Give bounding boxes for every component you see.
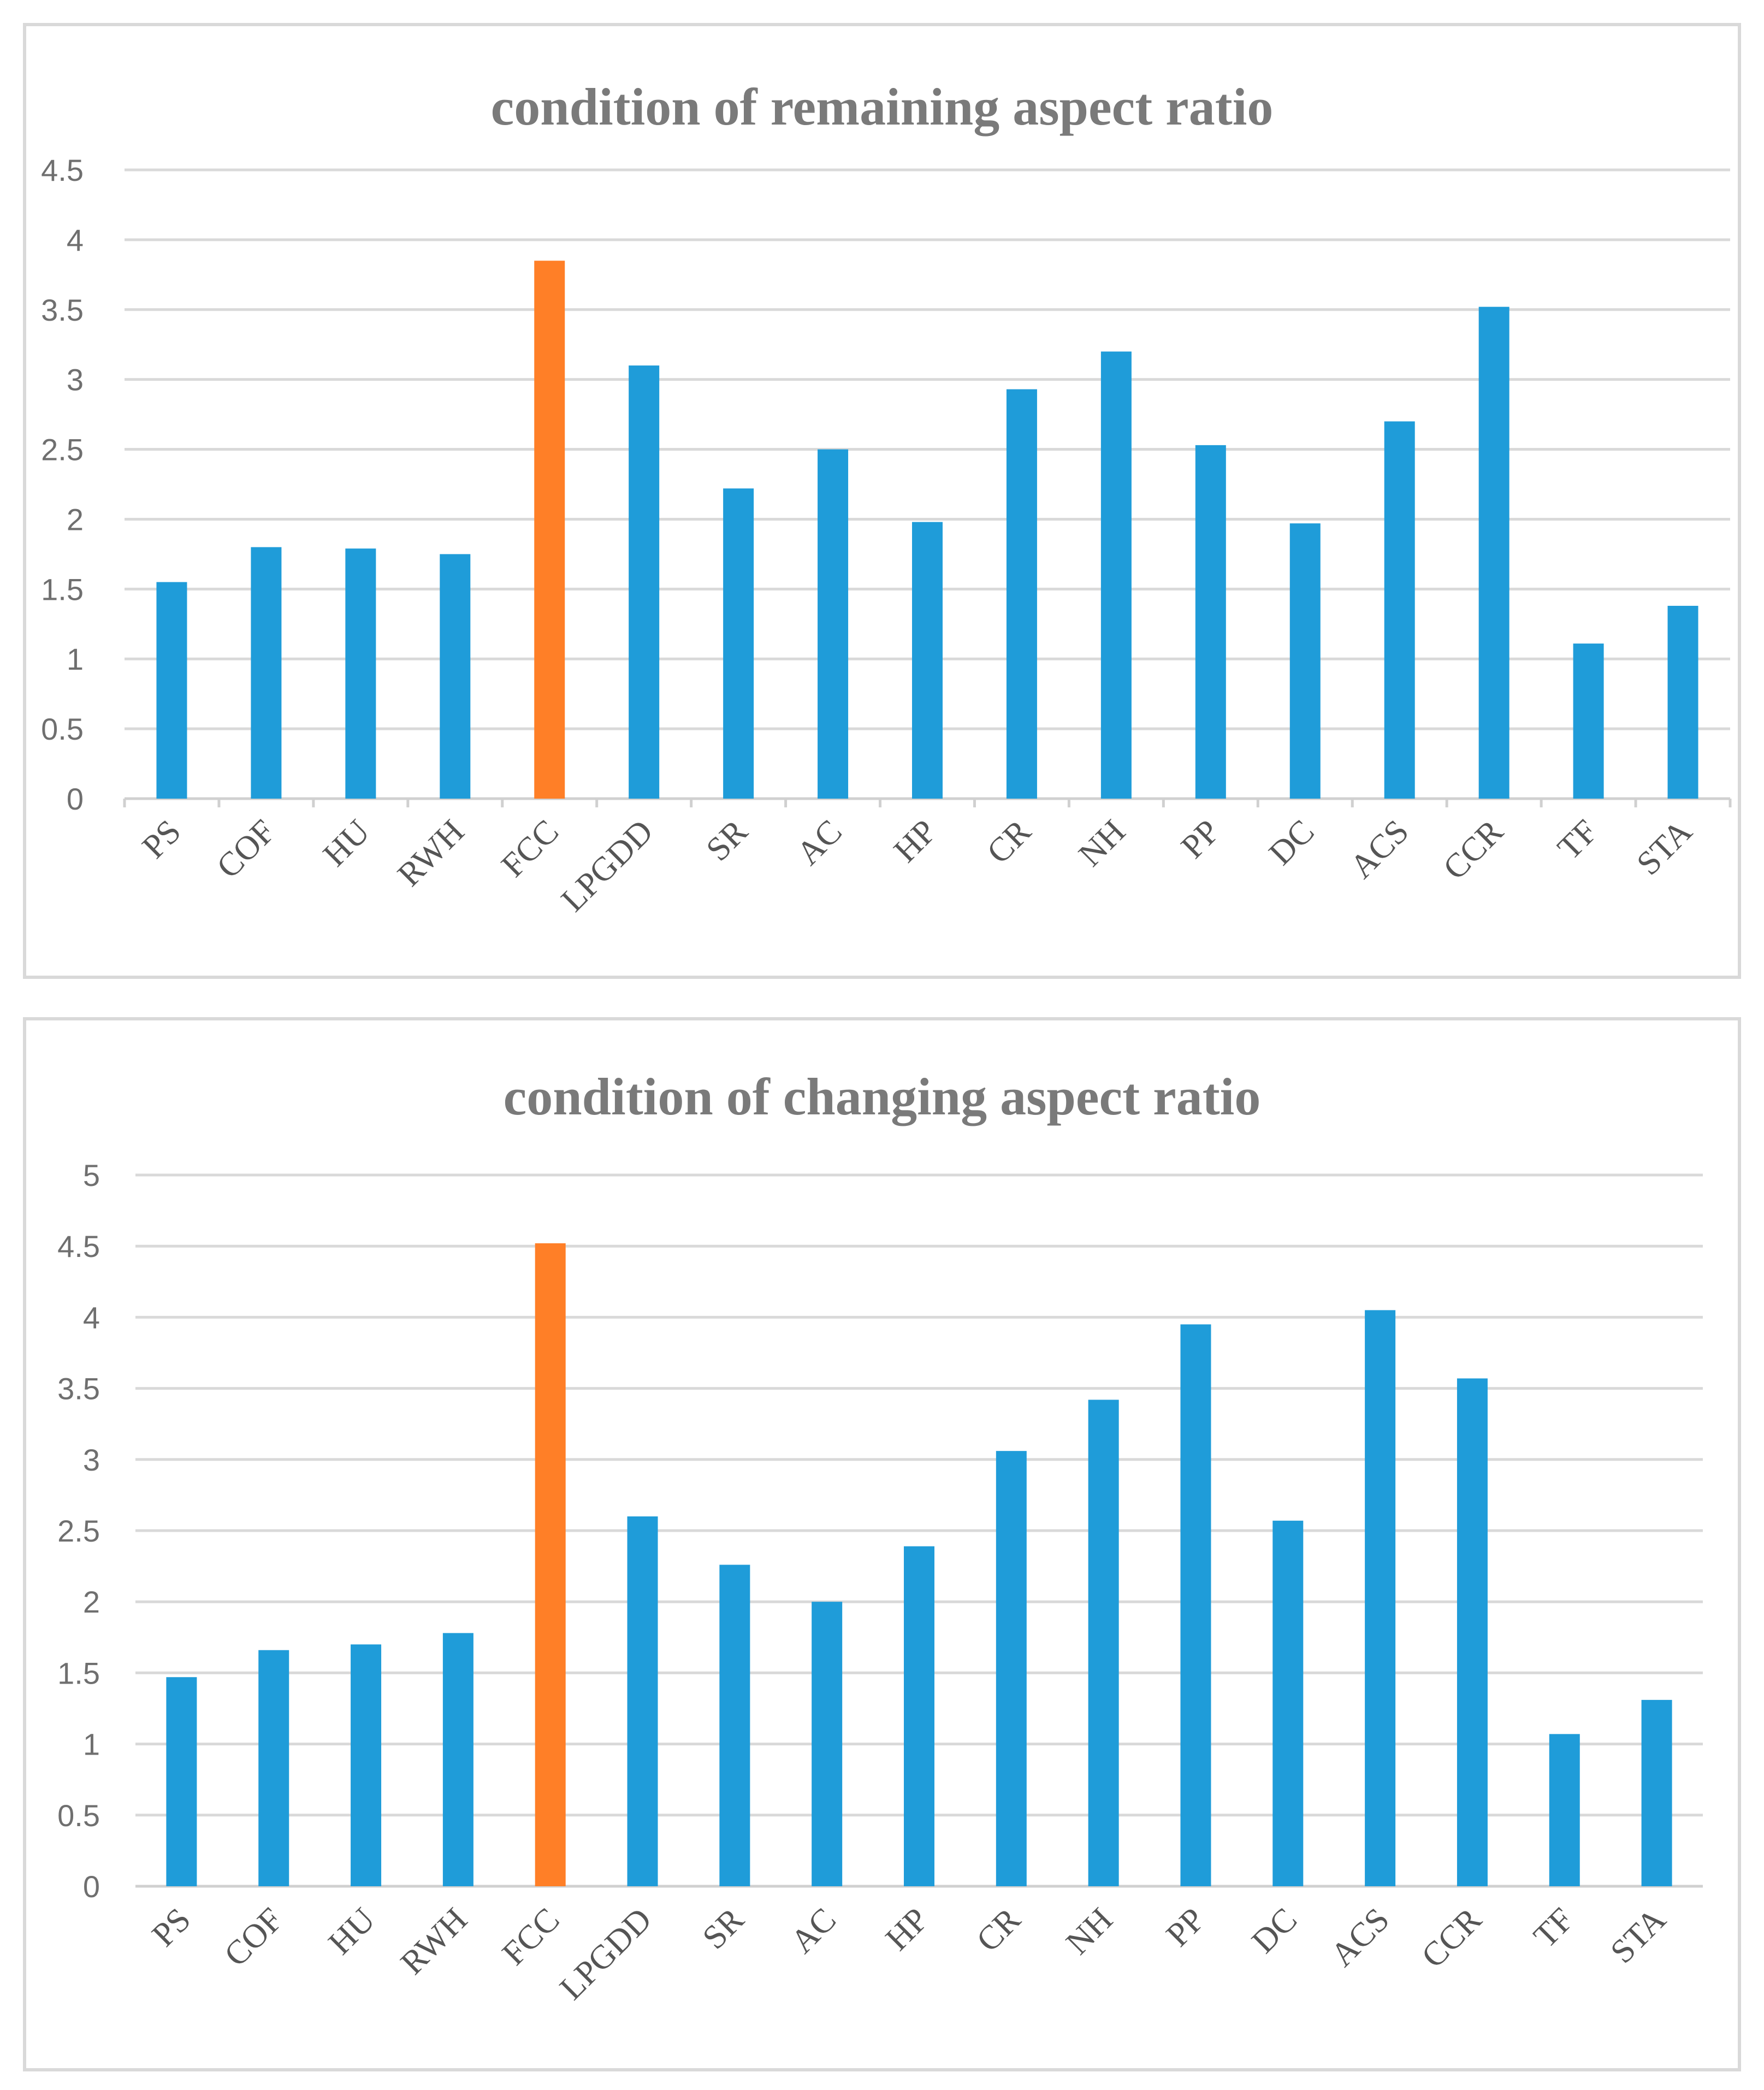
y-tick-label: 2 bbox=[67, 502, 84, 536]
bar-dc bbox=[1289, 523, 1321, 799]
x-tick-label: CCR bbox=[1436, 812, 1511, 887]
y-tick-label: 4.5 bbox=[41, 153, 84, 187]
bar-lpgdd bbox=[629, 365, 660, 799]
x-tick-label: HP bbox=[879, 1901, 936, 1958]
bar-ps bbox=[156, 582, 187, 799]
y-tick-label: 0.5 bbox=[41, 712, 84, 746]
bar-fcc bbox=[534, 261, 565, 799]
x-tick-label: CR bbox=[980, 812, 1038, 871]
x-tick-label: LPGDD bbox=[554, 813, 660, 919]
y-tick-label: 1 bbox=[67, 642, 84, 676]
x-tick-label: HU bbox=[316, 813, 377, 873]
y-tick-label: 1.5 bbox=[41, 572, 84, 606]
bar-ac bbox=[812, 1602, 843, 1886]
x-tick-label: RWH bbox=[394, 1901, 475, 1982]
x-tick-label: CCR bbox=[1414, 1900, 1489, 1975]
y-tick-label: 0 bbox=[83, 1869, 100, 1904]
x-tick-label: RWH bbox=[390, 813, 471, 894]
bar-ccr bbox=[1457, 1378, 1488, 1886]
x-tick-label: ACS bbox=[1343, 813, 1416, 885]
bar-sr bbox=[723, 488, 754, 799]
bar-dc bbox=[1272, 1520, 1304, 1886]
y-tick-label: 3.5 bbox=[57, 1372, 100, 1406]
y-tick-label: 1.5 bbox=[57, 1656, 100, 1690]
x-tick-label: TF bbox=[1526, 1901, 1581, 1955]
y-tick-label: 2.5 bbox=[41, 433, 84, 467]
bar-hu bbox=[351, 1644, 382, 1886]
bar-acs bbox=[1384, 421, 1415, 799]
x-tick-label: COF bbox=[217, 1901, 290, 1974]
bar-ccr bbox=[1478, 306, 1510, 799]
bar-hp bbox=[912, 522, 943, 799]
bar-sr bbox=[719, 1564, 750, 1886]
bar-rwh bbox=[440, 554, 471, 799]
x-tick-label: PS bbox=[145, 1901, 198, 1954]
bar-nh bbox=[1100, 351, 1132, 799]
y-tick-label: 4 bbox=[67, 223, 84, 257]
x-tick-label: DC bbox=[1245, 1901, 1304, 1961]
x-tick-label: SR bbox=[696, 1900, 751, 1956]
chart-panel-changing: condition of changing aspect ratio 0 0.5 1… bbox=[23, 1017, 1741, 2071]
chart-title: condition of remaining aspect ratio bbox=[491, 78, 1274, 136]
bar-lpgdd bbox=[627, 1516, 658, 1886]
bar-cof bbox=[251, 547, 282, 799]
bar-sta bbox=[1641, 1699, 1672, 1886]
x-tick-label: CR bbox=[969, 1900, 1028, 1959]
bar-sta bbox=[1667, 606, 1698, 799]
y-tick-label: 1 bbox=[83, 1727, 100, 1762]
x-tick-label: HU bbox=[322, 1901, 382, 1962]
chart-remaining-aspect-ratio: condition of remaining aspect ratio 0 0.5… bbox=[41, 78, 1732, 919]
x-tick-label: DC bbox=[1262, 813, 1322, 872]
x-tick-label: COF bbox=[210, 813, 282, 885]
x-tick-label: AC bbox=[790, 813, 849, 872]
x-tick-label: STA bbox=[1630, 813, 1700, 883]
bar-pp bbox=[1195, 445, 1226, 799]
x-tick-label: NH bbox=[1059, 1901, 1120, 1962]
y-tick-label: 4.5 bbox=[57, 1229, 100, 1264]
x-tick-label: ACS bbox=[1324, 1901, 1396, 1974]
y-tick-label: 5 bbox=[83, 1158, 100, 1192]
y-tick-label: 3 bbox=[67, 363, 84, 397]
x-tick-label: STA bbox=[1603, 1901, 1673, 1971]
bar-cr bbox=[1006, 389, 1037, 799]
x-tick-label: FCC bbox=[494, 813, 566, 884]
bar-pp bbox=[1180, 1324, 1211, 1886]
bar-ps bbox=[166, 1677, 197, 1886]
bar-rwh bbox=[442, 1633, 473, 1886]
x-tick-label: PP bbox=[1174, 813, 1227, 866]
x-tick-label: NH bbox=[1072, 813, 1132, 873]
x-tick-label: TF bbox=[1550, 813, 1605, 867]
x-tick-label: AC bbox=[784, 1901, 843, 1961]
bar-ac bbox=[818, 449, 849, 799]
y-tick-label: 4 bbox=[83, 1300, 100, 1335]
x-tick-label: PP bbox=[1159, 1901, 1212, 1954]
bar-hp bbox=[904, 1546, 934, 1886]
bar-tf bbox=[1549, 1734, 1580, 1886]
bar-nh bbox=[1088, 1400, 1119, 1886]
y-tick-label: 2 bbox=[83, 1585, 100, 1619]
x-tick-label: SR bbox=[699, 812, 755, 868]
y-tick-label: 0 bbox=[67, 782, 84, 816]
chart-panel-remaining: condition of remaining aspect ratio 0 0.5… bbox=[23, 23, 1741, 979]
y-tick-label: 3 bbox=[83, 1443, 100, 1477]
y-tick-label: 0.5 bbox=[57, 1798, 100, 1833]
chart-title: condition of changing aspect ratio bbox=[504, 1067, 1261, 1126]
x-tick-label: PS bbox=[135, 813, 188, 866]
x-tick-label: HP bbox=[887, 813, 944, 870]
y-tick-label: 3.5 bbox=[41, 293, 84, 327]
x-tick-label: FCC bbox=[495, 1901, 567, 1973]
y-tick-label: 2.5 bbox=[57, 1514, 100, 1548]
bar-hu bbox=[345, 548, 376, 799]
x-tick-label: LPGDD bbox=[553, 1901, 659, 2007]
bar-tf bbox=[1573, 643, 1604, 799]
bar-cr bbox=[996, 1451, 1027, 1886]
bar-fcc bbox=[535, 1243, 566, 1886]
bar-acs bbox=[1365, 1310, 1396, 1886]
bar-cof bbox=[258, 1650, 289, 1886]
chart-changing-aspect-ratio: condition of changing aspect ratio 0 0.5 1… bbox=[57, 1067, 1703, 2007]
